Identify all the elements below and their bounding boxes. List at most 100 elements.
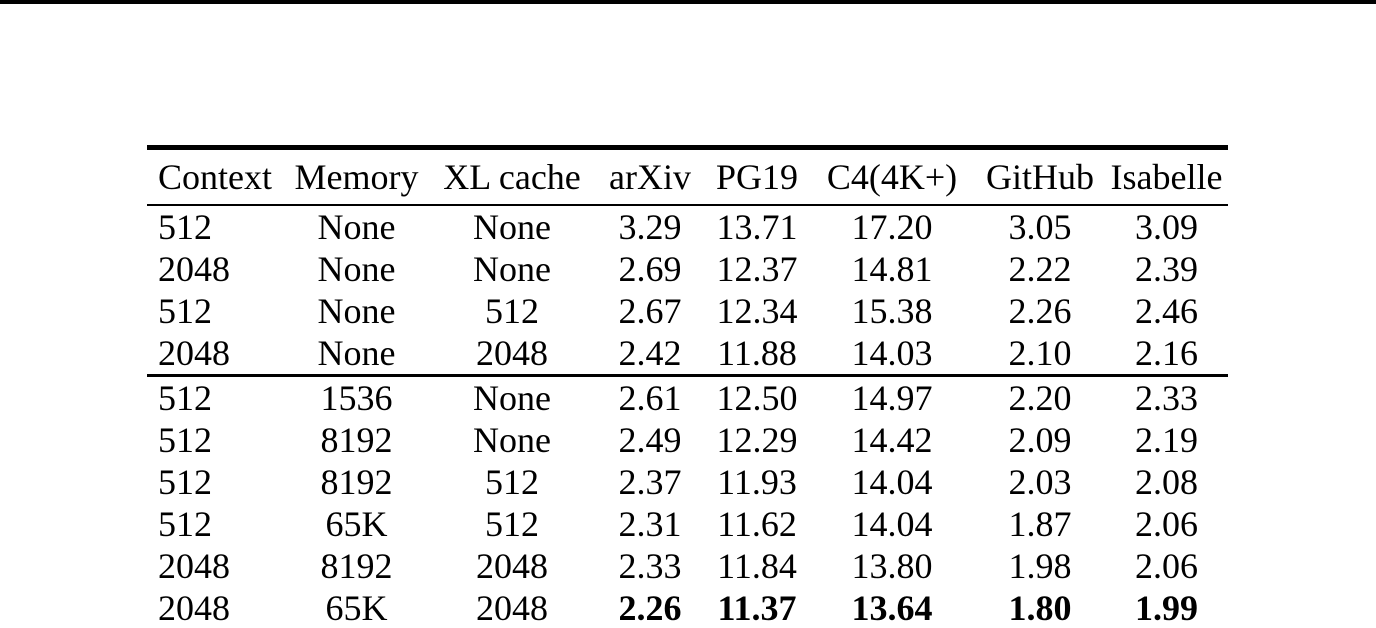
cell-isabelle: 2.16: [1105, 332, 1228, 377]
cell-context: 512: [158, 207, 212, 247]
cell-xl-cache: None: [473, 378, 551, 418]
cell-c4: 14.97: [851, 378, 933, 418]
cell-memory: None: [317, 291, 396, 331]
cell-memory: 8192: [320, 420, 393, 460]
results-table: Context Memory XL cache arXiv PG19 C4(4K…: [147, 145, 1228, 628]
cell-memory: 1536: [320, 378, 393, 418]
col-header-c4: C4(4K+): [809, 147, 975, 206]
cell-isabelle: 3.09: [1135, 207, 1198, 247]
cell-pg19: 11.62: [717, 504, 797, 544]
cell-pg19: 12.37: [716, 249, 798, 289]
cell-arxiv: 3.29: [618, 207, 682, 247]
cell-pg19: 12.29: [716, 420, 798, 460]
col-header-context: Context: [147, 147, 284, 206]
cell-c4: 17.20: [851, 207, 933, 247]
cell-memory: None: [284, 332, 429, 377]
cell-arxiv: 2.33: [618, 546, 682, 586]
cell-github: 1.80: [1008, 588, 1072, 628]
cell-github: 2.20: [1008, 378, 1072, 418]
table-row-best: 2048 65K 2048 2.26 11.37 13.64 1.80 1.99: [147, 587, 1228, 628]
cell-github: 2.09: [1008, 420, 1072, 460]
cell-memory: 65K: [325, 588, 388, 628]
cell-memory: 65K: [325, 504, 388, 544]
cell-memory: None: [317, 207, 396, 247]
cell-xl-cache: 2048: [476, 546, 548, 586]
table-row: 512 8192 None 2.49 12.29 14.42 2.09 2.19: [147, 419, 1228, 461]
cell-arxiv: 2.49: [618, 420, 682, 460]
cell-xl-cache: None: [473, 207, 551, 247]
col-header-isabelle: Isabelle: [1105, 147, 1228, 206]
cell-c4: 15.38: [851, 291, 933, 331]
cell-github: 1.98: [1008, 546, 1072, 586]
cell-context: 2048: [158, 588, 230, 628]
col-header-github: GitHub: [975, 147, 1105, 206]
table-row: 512 1536 None 2.61 12.50 14.97 2.20 2.33: [147, 376, 1228, 420]
cell-arxiv: 2.61: [618, 378, 682, 418]
cell-context: 512: [158, 378, 212, 418]
cell-c4: 14.04: [851, 462, 933, 502]
cell-xl-cache: 512: [485, 462, 539, 502]
cell-context: 512: [158, 504, 212, 544]
cell-memory: None: [317, 249, 396, 289]
cell-context: 512: [158, 291, 212, 331]
cell-github: 2.10: [975, 332, 1105, 377]
cell-isabelle: 2.46: [1135, 291, 1198, 331]
col-header-arxiv: arXiv: [595, 147, 705, 206]
cell-github: 3.05: [1008, 207, 1072, 247]
cell-xl-cache: 2048: [429, 332, 595, 377]
cell-github: 2.22: [1008, 249, 1072, 289]
cell-xl-cache: 512: [485, 291, 539, 331]
cell-context: 512: [158, 420, 212, 460]
cell-pg19: 11.84: [717, 546, 797, 586]
cell-pg19: 11.88: [705, 332, 809, 377]
col-header-xl-cache: XL cache: [429, 147, 595, 206]
cell-c4: 14.81: [851, 249, 933, 289]
header-row: Context Memory XL cache arXiv PG19 C4(4K…: [147, 147, 1228, 206]
cell-isabelle: 2.39: [1135, 249, 1198, 289]
cell-c4: 14.03: [809, 332, 975, 377]
cell-memory: 8192: [320, 546, 393, 586]
page-top-rule: [0, 0, 1376, 4]
cell-xl-cache: None: [473, 420, 551, 460]
cell-c4: 13.64: [851, 588, 933, 628]
cell-arxiv: 2.69: [618, 249, 682, 289]
cell-arxiv: 2.67: [618, 291, 682, 331]
col-header-memory: Memory: [284, 147, 429, 206]
cell-xl-cache: 512: [485, 504, 539, 544]
table-row: 512 None None 3.29 13.71 17.20 3.05 3.09: [147, 205, 1228, 248]
cell-isabelle: 2.08: [1135, 462, 1198, 502]
cell-arxiv: 2.42: [595, 332, 705, 377]
cell-context: 512: [158, 462, 212, 502]
table-header: Context Memory XL cache arXiv PG19 C4(4K…: [147, 147, 1228, 206]
cell-context: 2048: [158, 249, 230, 289]
cell-c4: 13.80: [851, 546, 933, 586]
cell-isabelle: 2.06: [1135, 546, 1198, 586]
cell-isabelle: 1.99: [1135, 588, 1198, 628]
table-row: 512 65K 512 2.31 11.62 14.04 1.87 2.06: [147, 503, 1228, 545]
cell-pg19: 12.50: [716, 378, 798, 418]
cell-xl-cache: 2048: [476, 588, 548, 628]
cell-github: 2.26: [1008, 291, 1072, 331]
table-row: 512 8192 512 2.37 11.93 14.04 2.03 2.08: [147, 461, 1228, 503]
cell-github: 1.87: [1008, 504, 1072, 544]
cell-github: 2.03: [1008, 462, 1072, 502]
cell-pg19: 11.37: [717, 588, 797, 628]
cell-isabelle: 2.19: [1135, 420, 1198, 460]
table-row: 2048 None None 2.69 12.37 14.81 2.22 2.3…: [147, 248, 1228, 290]
cell-arxiv: 2.26: [618, 588, 682, 628]
table-group-baseline: 512 None None 3.29 13.71 17.20 3.05 3.09…: [147, 205, 1228, 377]
cell-pg19: 12.34: [716, 291, 798, 331]
cell-pg19: 11.93: [717, 462, 797, 502]
cell-memory: 8192: [320, 462, 393, 502]
cell-xl-cache: None: [473, 249, 551, 289]
cell-context: 2048: [147, 332, 284, 377]
cell-isabelle: 2.06: [1135, 504, 1198, 544]
cell-context: 2048: [158, 546, 230, 586]
cell-arxiv: 2.31: [618, 504, 682, 544]
cell-c4: 14.42: [851, 420, 933, 460]
cell-isabelle: 2.33: [1135, 378, 1198, 418]
table-row: 512 None 512 2.67 12.34 15.38 2.26 2.46: [147, 290, 1228, 332]
table-group-memory: 512 1536 None 2.61 12.50 14.97 2.20 2.33…: [147, 376, 1228, 628]
cell-c4: 14.04: [851, 504, 933, 544]
